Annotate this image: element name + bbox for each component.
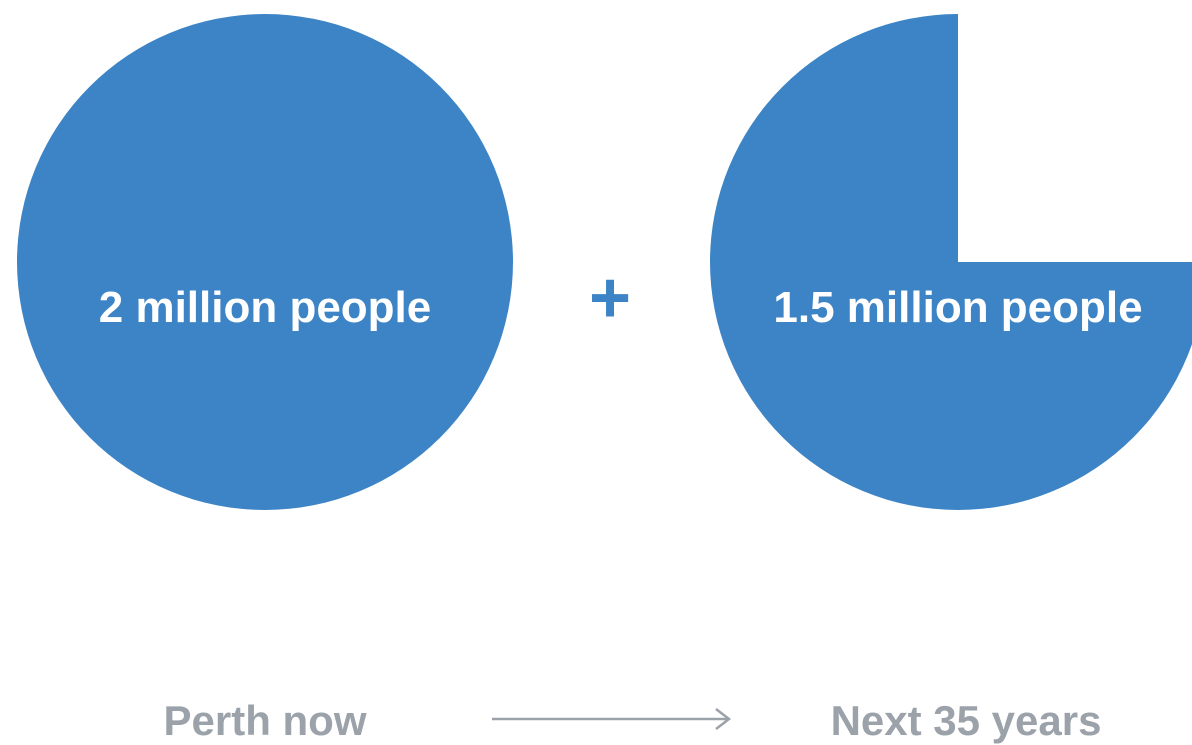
caption-next-35-years: Next 35 years	[831, 697, 1102, 744]
current-population-circle	[17, 14, 513, 510]
current-population-label: 2 million people	[99, 283, 432, 332]
plus-sign: +	[589, 258, 631, 338]
future-population-label: 1.5 million people	[773, 283, 1142, 332]
arrow-icon	[492, 708, 732, 730]
future-population-pie	[710, 14, 1192, 510]
caption-perth-now: Perth now	[163, 697, 366, 744]
